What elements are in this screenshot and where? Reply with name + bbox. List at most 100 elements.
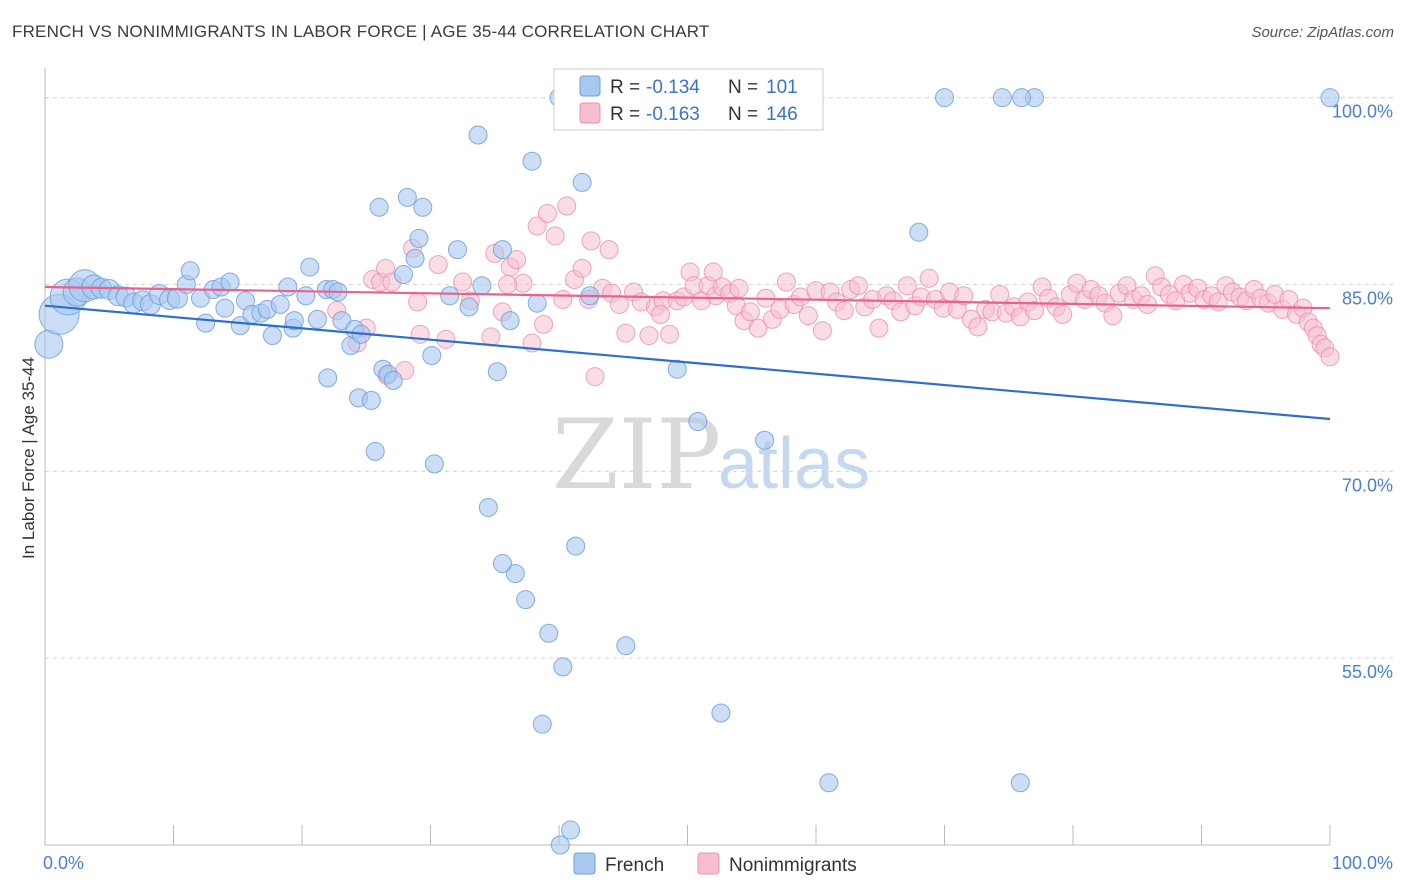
french-point — [270, 294, 290, 314]
nonimmigrants-point — [585, 367, 605, 387]
trend-lines — [44, 285, 1331, 421]
french-point — [422, 346, 442, 366]
nonimmigrants-point — [748, 318, 768, 338]
french-point — [532, 714, 552, 734]
nonimmigrants-point — [572, 258, 592, 278]
y-tick-label: 100.0% — [1332, 102, 1393, 122]
french-point — [572, 172, 592, 192]
french-point — [688, 412, 708, 432]
french-point — [992, 88, 1012, 108]
nonimmigrants-point — [599, 240, 619, 260]
french-point — [278, 277, 298, 297]
legend-nonimm-swatch — [697, 852, 720, 875]
y-tick-label: 55.0% — [1342, 662, 1393, 682]
nonimmigrants-point — [703, 262, 723, 282]
french-point — [318, 368, 338, 388]
nonimmigrants-point — [968, 317, 988, 337]
french-point — [365, 441, 385, 461]
french-n-label: N = — [728, 77, 758, 98]
source-label: Source: ZipAtlas.com — [1251, 24, 1394, 41]
french-point — [361, 390, 381, 410]
nonimmigrants-point — [729, 278, 749, 298]
nonimmigrants-point — [507, 250, 527, 270]
french-point — [307, 309, 327, 329]
french-point — [492, 240, 512, 260]
french-point — [230, 316, 250, 336]
nonimmigrants-point — [616, 323, 636, 343]
french-legend-swatch — [579, 75, 601, 97]
nonimmigrants-point — [990, 284, 1010, 304]
nonimmigrants-point — [1320, 347, 1340, 367]
french-point — [397, 187, 417, 207]
french-point — [1012, 88, 1032, 108]
nonimmigrants-point — [553, 289, 573, 309]
nonimmigrants-point — [581, 231, 601, 251]
french-point — [616, 636, 636, 656]
french-point — [505, 563, 525, 583]
french-point — [1320, 88, 1340, 108]
french-point — [472, 276, 492, 296]
french-point — [527, 293, 547, 313]
nonimmigrants-point — [639, 326, 659, 346]
nonimmigrants-point — [557, 196, 577, 216]
french-point — [478, 497, 498, 517]
nonimmigrants-point — [1103, 306, 1123, 326]
nonimmigrants-point — [919, 268, 939, 288]
french-point — [667, 359, 687, 379]
watermark: ZIP atlas — [552, 399, 870, 511]
french-point — [539, 623, 559, 643]
nonimmigrants-point — [481, 327, 501, 347]
nonimmigrants-point — [436, 329, 456, 349]
nonimmigrants-point — [609, 294, 629, 314]
french-point — [262, 326, 282, 346]
french-point — [500, 311, 520, 331]
y-tick-label: 85.0% — [1342, 289, 1393, 309]
french-trend-line — [44, 304, 1331, 421]
french-point — [755, 430, 775, 450]
nonimmigrants-trend-line — [44, 285, 1331, 310]
french-point — [909, 222, 929, 242]
nonimm-legend-swatch — [579, 102, 601, 124]
french-point — [566, 536, 586, 556]
french-point — [300, 257, 320, 277]
french-point — [522, 151, 542, 171]
nonimm-r-value: -0.163 — [646, 104, 700, 125]
french-point — [409, 228, 429, 248]
nonimmigrants-points — [327, 196, 1340, 387]
nonimmigrants-point — [545, 226, 565, 246]
x-tick-label-min: 0.0% — [43, 853, 84, 873]
nonimmigrants-point — [537, 204, 557, 224]
nonimmigrants-point — [408, 292, 428, 312]
nonimmigrants-point — [1024, 301, 1044, 321]
nonimmigrants-point — [954, 286, 974, 306]
french-point — [394, 265, 414, 285]
french-point — [711, 703, 731, 723]
nonimm-r-label: R = — [610, 104, 640, 125]
french-point — [487, 362, 507, 382]
nonimm-n-value: 146 — [766, 104, 798, 125]
french-point — [405, 248, 425, 268]
french-point — [424, 454, 444, 474]
nonimmigrants-point — [1053, 304, 1073, 324]
french-point — [196, 313, 216, 333]
y-tick-label: 70.0% — [1342, 475, 1393, 495]
chart-title: FRENCH VS NONIMMIGRANTS IN LABOR FORCE |… — [12, 22, 710, 41]
y-axis-title: In Labor Force | Age 35-44 — [19, 357, 38, 559]
nonimmigrants-point — [453, 272, 473, 292]
french-n-value: 101 — [766, 77, 798, 98]
nonimmigrants-point — [848, 276, 868, 296]
legend-french-swatch — [573, 852, 596, 875]
french-point — [459, 297, 479, 317]
french-point — [561, 820, 581, 840]
nonimmigrants-point — [869, 318, 889, 338]
french-point — [550, 835, 570, 855]
french-point — [468, 125, 488, 145]
nonimmigrants-point — [776, 272, 796, 292]
french-point — [413, 197, 433, 217]
nonimmigrants-point — [498, 275, 518, 295]
x-tick-label-max: 100.0% — [1332, 853, 1393, 873]
nonimmigrants-point — [834, 301, 854, 321]
french-r-label: R = — [610, 77, 640, 98]
axes — [44, 68, 1331, 846]
